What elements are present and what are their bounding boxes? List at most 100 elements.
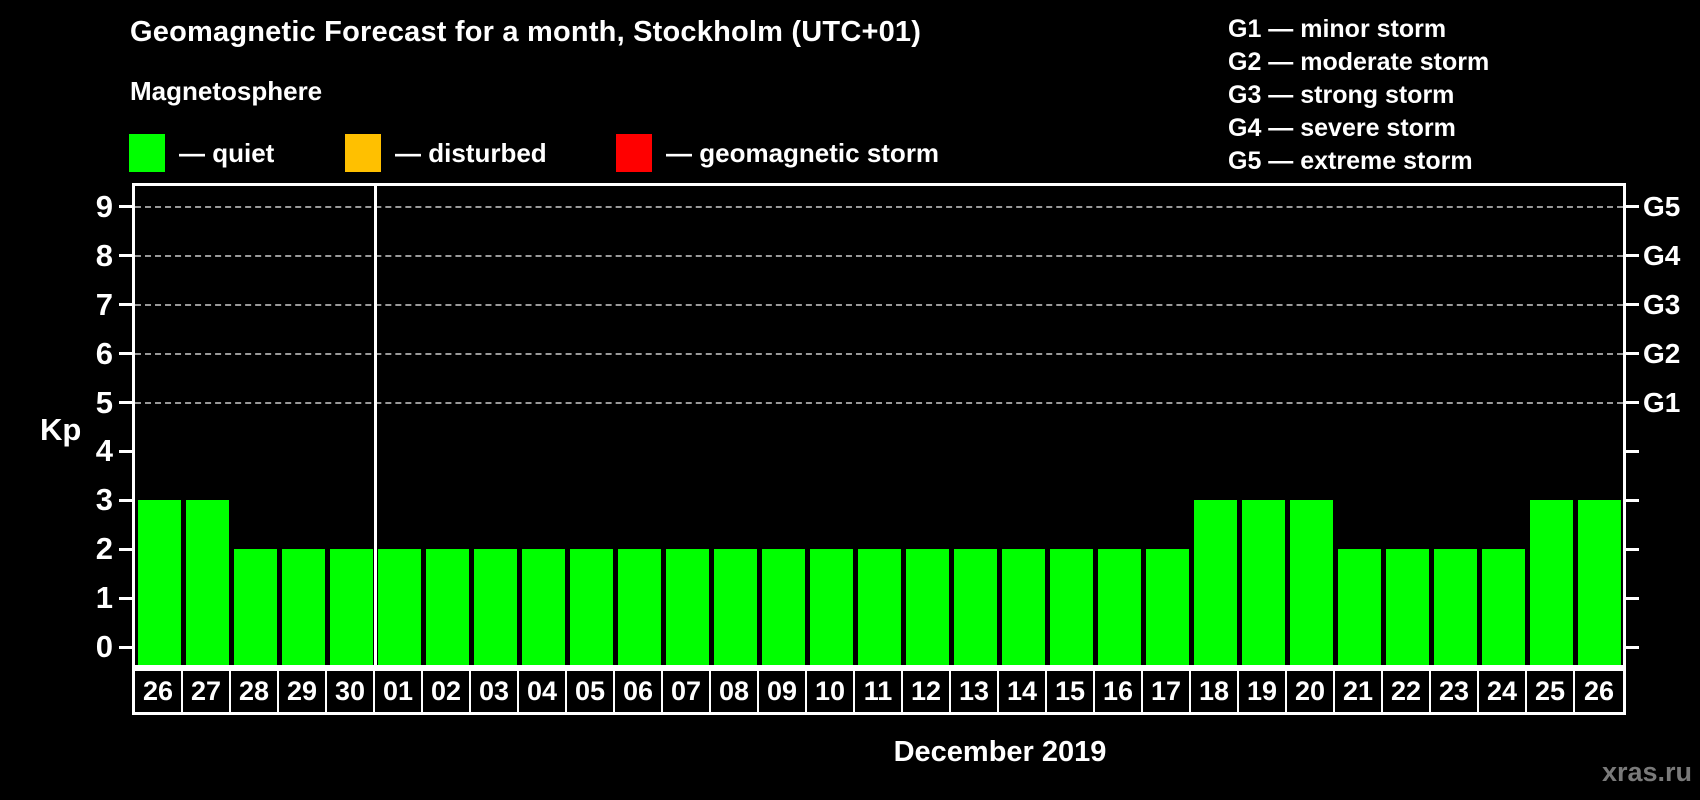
gridline-kp-8 xyxy=(135,254,1623,257)
x-axis-day-row: 26 27 28 29 30 01 02 03 04 05 06 07 08 09 10 11 12 13 14 15… xyxy=(132,668,1626,715)
y-axis-tick-label-6: 6 xyxy=(95,335,113,371)
day-cell-26: 26 xyxy=(1583,676,1615,706)
month-label: December 2019 xyxy=(893,736,1107,768)
legend-item-quiet: — quiet xyxy=(129,132,274,174)
day-cell-24: 24 xyxy=(1479,671,1527,712)
quiet-color-swatch xyxy=(129,134,165,172)
y-axis-label: Kp xyxy=(40,412,82,447)
kp-bar-day-06 xyxy=(617,549,661,665)
kp-bar-day-23 xyxy=(1433,549,1477,665)
gridline-kp-6 xyxy=(135,352,1623,355)
g-scale-legend-line: G4 — severe storm xyxy=(1228,114,1456,142)
y-axis-tick-left-0 xyxy=(119,645,132,649)
y-axis-tick-label-3: 3 xyxy=(95,482,113,518)
kp-bar-day-30 xyxy=(329,549,373,665)
kp-bar-day-24 xyxy=(1481,549,1525,665)
g-scale-legend: G1 — minor storm G2 — moderate storm G3 … xyxy=(1228,13,1489,178)
day-cell-01: 01 xyxy=(375,671,423,712)
kp-bar-day-20 xyxy=(1289,500,1333,665)
disturbed-color-swatch xyxy=(345,134,381,172)
y-axis-tick-label-5: 5 xyxy=(95,384,113,420)
kp-bar-day-14 xyxy=(1001,549,1045,665)
y-axis-tick-right-3 xyxy=(1626,498,1639,502)
kp-bar-day-22 xyxy=(1385,549,1429,665)
day-cell-10: 10 xyxy=(807,671,855,712)
kp-bar-day-10 xyxy=(809,549,853,665)
y-axis-tick-right-4 xyxy=(1626,449,1639,453)
day-cell-30: 30 xyxy=(327,671,375,712)
month-divider xyxy=(373,186,377,665)
kp-bar-day-11 xyxy=(857,549,901,665)
legend-item-label: — geomagnetic storm xyxy=(666,137,940,168)
day-cell-23: 23 xyxy=(1431,671,1479,712)
g-scale-legend-line: G5 — extreme storm xyxy=(1228,147,1473,175)
y-axis-tick-left-1 xyxy=(119,596,132,600)
day-cell-12: 12 xyxy=(903,671,951,712)
g-scale-legend-line: G2 — moderate storm xyxy=(1228,48,1490,76)
y-axis-tick-left-6 xyxy=(119,352,132,356)
gridline-kp-5 xyxy=(135,401,1623,404)
y-axis-tick-right-1 xyxy=(1626,596,1639,600)
kp-bar-day-03 xyxy=(473,549,517,665)
kp-bar-day-09 xyxy=(761,549,805,665)
day-cell-29: 29 xyxy=(279,671,327,712)
day-cell-14: 14 xyxy=(999,671,1047,712)
right-axis-label-g2: G2 xyxy=(1643,337,1681,369)
kp-bar-day-05 xyxy=(569,549,613,665)
legend-item-geomagnetic-storm: — geomagnetic storm xyxy=(616,132,939,174)
kp-bar-day-19 xyxy=(1241,500,1285,665)
y-axis-tick-label-8: 8 xyxy=(95,237,113,273)
day-cell-27: 27 xyxy=(183,671,231,712)
magnetosphere-label: Magnetosphere xyxy=(130,76,323,106)
y-axis-tick-right-0 xyxy=(1626,645,1639,649)
day-cell-18: 18 xyxy=(1191,671,1239,712)
day-cell-09: 09 xyxy=(759,671,807,712)
y-axis-tick-label-4: 4 xyxy=(95,433,113,469)
day-cell-25: 25 xyxy=(1527,671,1575,712)
kp-bar-day-16 xyxy=(1097,549,1141,665)
kp-bar-day-12 xyxy=(905,549,949,665)
kp-bar-day-17 xyxy=(1145,549,1189,665)
y-axis-tick-left-9 xyxy=(119,205,132,209)
kp-bar-day-21 xyxy=(1337,549,1381,665)
kp-bar-day-28 xyxy=(233,549,277,665)
day-cell-05: 05 xyxy=(567,671,615,712)
plot-area: 0 1 2 3 4 5 6 7 8 9 G1 G2 G3 G4 G5 xyxy=(96,183,1680,668)
y-axis-tick-left-3 xyxy=(119,498,132,502)
day-cell-21: 21 xyxy=(1335,671,1383,712)
day-cell-16: 16 xyxy=(1095,671,1143,712)
kp-bar-day-26 xyxy=(1577,500,1621,665)
right-axis-label-g5: G5 xyxy=(1643,190,1681,222)
kp-bar-day-01 xyxy=(377,549,421,665)
day-cell-11: 11 xyxy=(855,671,903,712)
day-cell-02: 02 xyxy=(423,671,471,712)
y-axis-tick-right-8 xyxy=(1626,254,1639,258)
y-axis-tick-label-7: 7 xyxy=(95,286,113,322)
g-scale-legend-line: G3 — strong storm xyxy=(1228,81,1455,109)
kp-bar-day-26 xyxy=(137,500,181,665)
y-axis-tick-left-4 xyxy=(119,449,132,453)
watermark: xras.ru xyxy=(1601,757,1692,787)
day-cell-08: 08 xyxy=(711,671,759,712)
day-cell-03: 03 xyxy=(471,671,519,712)
y-axis-tick-right-9 xyxy=(1626,205,1639,209)
day-cell-20: 20 xyxy=(1287,671,1335,712)
y-axis-tick-right-5 xyxy=(1626,401,1639,404)
y-axis-tick-left-7 xyxy=(119,303,132,307)
legend-item-label: — quiet xyxy=(179,137,275,168)
day-cell-17: 17 xyxy=(1143,671,1191,712)
right-axis-label-g4: G4 xyxy=(1643,239,1681,271)
day-cell-22: 22 xyxy=(1383,671,1431,712)
y-axis-tick-right-6 xyxy=(1626,352,1639,356)
y-axis-tick-label-1: 1 xyxy=(95,580,113,616)
day-cell-26: 26 xyxy=(135,671,183,712)
y-axis-tick-label-9: 9 xyxy=(95,188,113,224)
g-scale-legend-line: G1 — minor storm xyxy=(1228,15,1447,43)
day-cell-19: 19 xyxy=(1239,671,1287,712)
day-cell-04: 04 xyxy=(519,671,567,712)
kp-bar-day-07 xyxy=(665,549,709,665)
y-axis-tick-left-8 xyxy=(119,254,132,258)
y-axis-tick-label-0: 0 xyxy=(95,629,113,664)
page-title: Geomagnetic Forecast for a month, Stockh… xyxy=(130,16,922,48)
day-cell-06: 06 xyxy=(615,671,663,712)
